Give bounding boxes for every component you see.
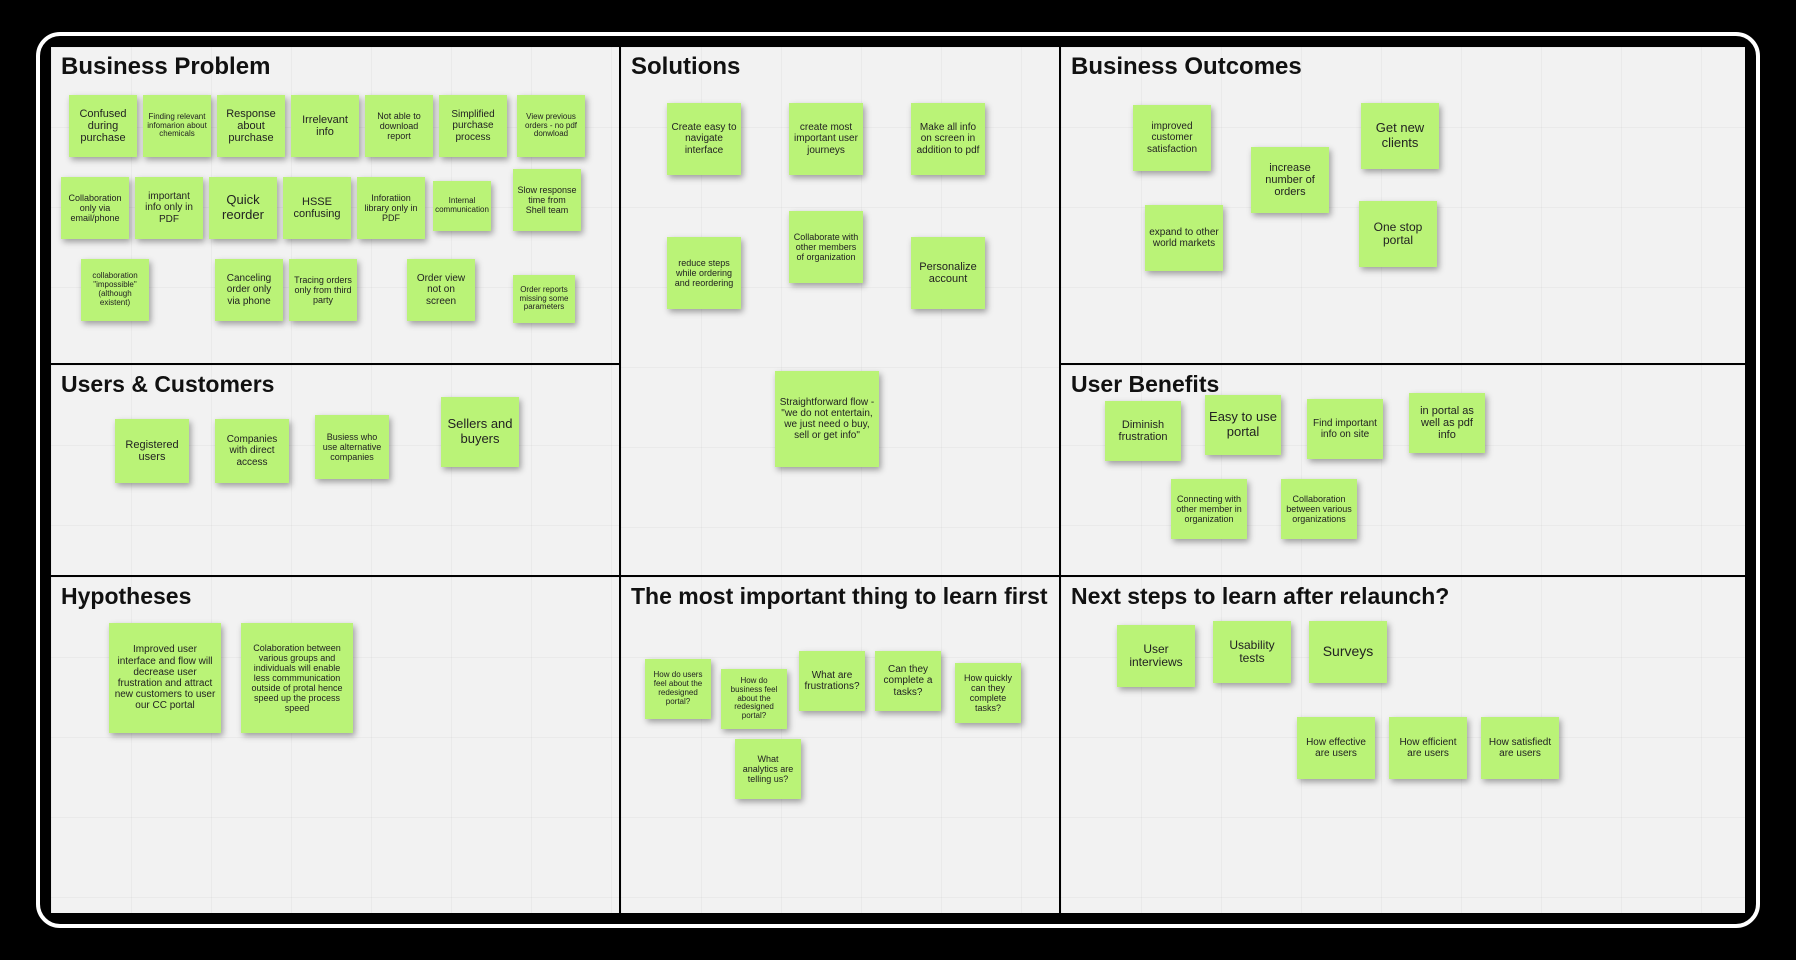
sticky-note[interactable]: What analytics are telling us?: [735, 739, 801, 799]
sticky-note[interactable]: Collaboration between various organizati…: [1281, 479, 1357, 539]
sticky-note[interactable]: One stop portal: [1359, 201, 1437, 267]
sticky-note[interactable]: How effective are users: [1297, 717, 1375, 779]
sticky-note[interactable]: User interviews: [1117, 625, 1195, 687]
sticky-note[interactable]: increase number of orders: [1251, 147, 1329, 213]
sticky-note[interactable]: Sellers and buyers: [441, 397, 519, 467]
sticky-note[interactable]: Connecting with other member in organiza…: [1171, 479, 1247, 539]
sticky-note[interactable]: Get new clients: [1361, 103, 1439, 169]
pane-learn-first: The most important thing to learn first H…: [620, 576, 1060, 914]
pane-business-problem: Business Problem Confused during purchase…: [50, 46, 620, 364]
white-rounded-border: Business Problem Confused during purchase…: [36, 32, 1760, 928]
sticky-note[interactable]: Usability tests: [1213, 621, 1291, 683]
sticky-note[interactable]: View previous orders - no pdf donwload: [517, 95, 585, 157]
sticky-note[interactable]: Canceling order only via phone: [215, 259, 283, 321]
sticky-note[interactable]: Collaboration only via email/phone: [61, 177, 129, 239]
sticky-note[interactable]: in portal as well as pdf info: [1409, 393, 1485, 453]
pane-title: Users & Customers: [61, 371, 609, 397]
sticky-note[interactable]: collaboration "impossible" (although exi…: [81, 259, 149, 321]
sticky-note[interactable]: reduce steps while ordering and reorderi…: [667, 237, 741, 309]
sticky-note[interactable]: Make all info on screen in addition to p…: [911, 103, 985, 175]
sticky-note[interactable]: Registered users: [115, 419, 189, 483]
sticky-note[interactable]: Surveys: [1309, 621, 1387, 683]
sticky-note[interactable]: What are frustrations?: [799, 651, 865, 711]
sticky-note[interactable]: important info only in PDF: [135, 177, 203, 239]
sticky-note[interactable]: How satisfiedt are users: [1481, 717, 1559, 779]
sticky-note[interactable]: Simplified purchase process: [439, 95, 507, 157]
sticky-note[interactable]: Inforatiion library only in PDF: [357, 177, 425, 239]
sticky-note[interactable]: Slow response time from Shell team: [513, 169, 581, 231]
sticky-note[interactable]: Create easy to navigate interface: [667, 103, 741, 175]
pane-next-steps: Next steps to learn after relaunch? User …: [1060, 576, 1746, 914]
pane-hypotheses: Hypotheses Improved user interface and fl…: [50, 576, 620, 914]
sticky-note[interactable]: Tracing orders only from third party: [289, 259, 357, 321]
pane-title: The most important thing to learn first: [631, 583, 1049, 609]
pane-business-outcomes: Business Outcomes improved customer satis…: [1060, 46, 1746, 364]
pane-title: Hypotheses: [61, 583, 609, 609]
sticky-note[interactable]: Colaboration between various groups and …: [241, 623, 353, 733]
sticky-note[interactable]: How quickly can they complete tasks?: [955, 663, 1021, 723]
sticky-note[interactable]: Easy to use portal: [1205, 395, 1281, 455]
sticky-note[interactable]: How do users feel about the redesigned p…: [645, 659, 711, 719]
pane-users-customers: Users & Customers Registered users Compani…: [50, 364, 620, 576]
sticky-note[interactable]: Order view not on screen: [407, 259, 475, 321]
black-outer-frame: Business Problem Confused during purchase…: [0, 0, 1796, 960]
sticky-note[interactable]: Internal communication: [433, 181, 491, 231]
sticky-note[interactable]: Confused during purchase: [69, 95, 137, 157]
pane-title: Next steps to learn after relaunch?: [1071, 583, 1735, 609]
sticky-note[interactable]: How do business feel about the redesigne…: [721, 669, 787, 729]
pane-title: Solutions: [631, 53, 1049, 81]
sticky-note[interactable]: HSSE confusing: [283, 177, 351, 239]
sticky-note[interactable]: Quick reorder: [209, 177, 277, 239]
sticky-note[interactable]: Can they complete a tasks?: [875, 651, 941, 711]
sticky-note[interactable]: Straightforward flow - "we do not entert…: [775, 371, 879, 467]
sticky-note[interactable]: Irrelevant info: [291, 95, 359, 157]
sticky-note[interactable]: Diminish frustration: [1105, 401, 1181, 461]
sticky-note[interactable]: Improved user interface and flow will de…: [109, 623, 221, 733]
sticky-note[interactable]: create most important user journeys: [789, 103, 863, 175]
sticky-note[interactable]: expand to other world markets: [1145, 205, 1223, 271]
sticky-note[interactable]: Order reports missing some parameters: [513, 275, 575, 323]
pane-title: Business Outcomes: [1071, 53, 1735, 81]
pane-user-benefits: User Benefits Diminish frustration Easy to…: [1060, 364, 1746, 576]
sticky-note[interactable]: Finding relevant infomarion about chemic…: [143, 95, 211, 157]
pane-solutions: Solutions Create easy to navigate interfa…: [620, 46, 1060, 576]
sticky-note[interactable]: How efficient are users: [1389, 717, 1467, 779]
sticky-note[interactable]: Personalize account: [911, 237, 985, 309]
sticky-note[interactable]: Not able to download report: [365, 95, 433, 157]
sticky-note[interactable]: Response about purchase: [217, 95, 285, 157]
pane-title: User Benefits: [1071, 371, 1735, 397]
sticky-note[interactable]: Companies with direct access: [215, 419, 289, 483]
pane-title: Business Problem: [61, 53, 609, 81]
sticky-note[interactable]: Find important info on site: [1307, 399, 1383, 459]
sticky-note[interactable]: improved customer satisfaction: [1133, 105, 1211, 171]
sticky-note[interactable]: Collaborate with other members of organi…: [789, 211, 863, 283]
sticky-note[interactable]: Busiess who use alternative companies: [315, 415, 389, 479]
lean-ux-canvas: Business Problem Confused during purchase…: [48, 44, 1748, 916]
